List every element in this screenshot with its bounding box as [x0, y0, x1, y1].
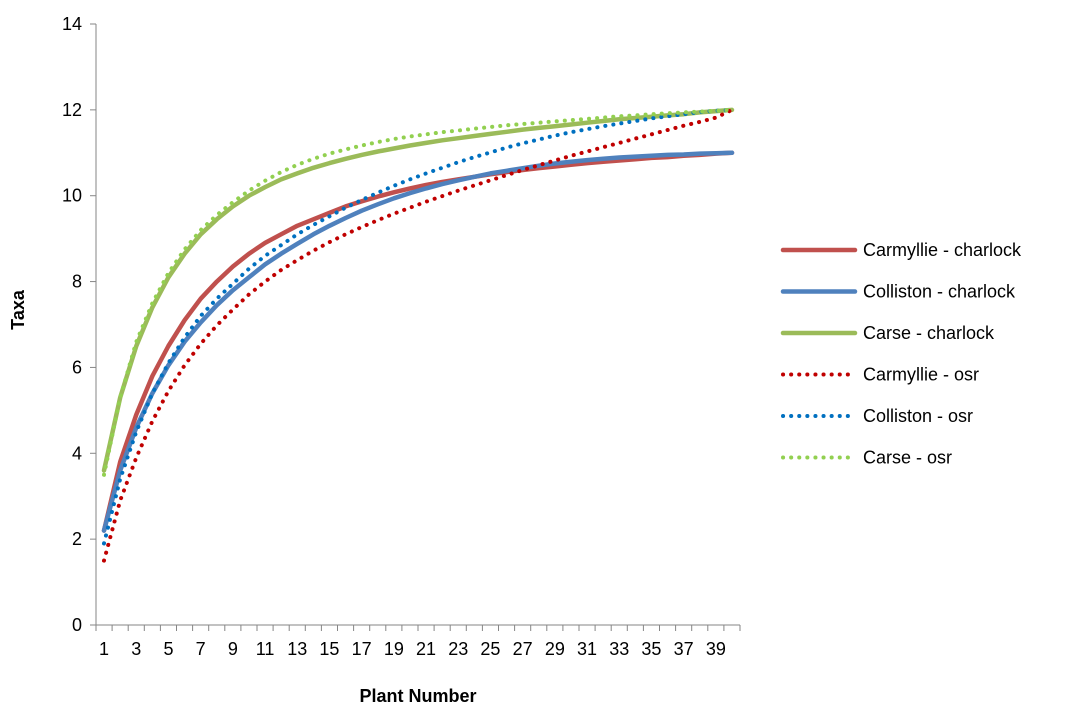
x-tick-label: 11: [256, 639, 275, 659]
x-axis: 1 3 5 7 9 11 13 15 17 19 21 23 25 27 29 31 33 35 37 39: [95, 624, 741, 659]
x-tick-label: 39: [706, 639, 726, 659]
y-tick-label: 6: [72, 357, 82, 377]
x-axis-title: Plant Number: [359, 686, 476, 706]
x-tick-label: 3: [131, 639, 141, 659]
series-line-3: [101, 107, 735, 473]
series-line-1: [101, 150, 735, 533]
x-tick-label: 7: [196, 639, 206, 659]
legend: Carmyllie - charlock Colliston - charlock…: [780, 240, 1022, 468]
series-line-5: [102, 107, 734, 546]
x-tick-label: 27: [513, 639, 533, 659]
x-tick-label: 37: [674, 639, 694, 659]
x-tick-label: 9: [228, 639, 238, 659]
x-tick-label: 25: [480, 639, 500, 659]
series-line-6: [102, 107, 734, 477]
y-tick-label: 10: [62, 186, 82, 206]
x-tick-label: 31: [577, 639, 597, 659]
legend-label-6: Carse - osr: [863, 448, 952, 468]
x-tick-label: 13: [287, 639, 307, 659]
series-line-4: [102, 107, 734, 563]
x-tick-label: 5: [163, 639, 173, 659]
y-axis-title: Taxa: [8, 289, 28, 330]
x-tick-label: 1: [99, 639, 109, 659]
x-tick-label: 33: [609, 639, 629, 659]
x-tick-label: 17: [352, 639, 372, 659]
x-tick-label: 23: [448, 639, 468, 659]
legend-label-5: Colliston - osr: [863, 406, 973, 426]
x-tick-label: 35: [641, 639, 661, 659]
legend-label-2: Colliston - charlock: [863, 282, 1016, 302]
legend-label-4: Carmyllie - osr: [863, 365, 979, 385]
legend-label-3: Carse - charlock: [863, 323, 995, 343]
legend-label-1: Carmyllie - charlock: [863, 240, 1022, 260]
y-tick-label: 2: [72, 529, 82, 549]
x-tick-label: 15: [319, 639, 339, 659]
y-tick-label: 4: [72, 443, 82, 463]
y-tick-label: 0: [72, 615, 82, 635]
y-axis: 0 2 4 6 8 10 12 14: [62, 14, 97, 635]
x-tick-label: 19: [384, 639, 404, 659]
x-tick-label: 29: [545, 639, 565, 659]
y-tick-label: 8: [72, 272, 82, 292]
series-line-2: [101, 150, 735, 533]
plot-area: [101, 107, 735, 563]
x-tick-label: 21: [416, 639, 436, 659]
y-tick-label: 14: [62, 14, 82, 34]
y-tick-label: 12: [62, 100, 82, 120]
